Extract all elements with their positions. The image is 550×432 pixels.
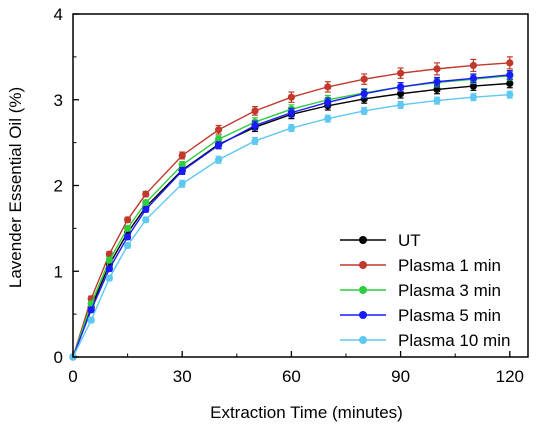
y-tick-label: 1 (54, 262, 63, 281)
data-point (251, 121, 259, 130)
data-point (360, 107, 368, 115)
x-tick-label: 120 (496, 367, 524, 386)
data-point (124, 224, 132, 232)
data-point (433, 97, 441, 105)
data-point (506, 71, 514, 79)
legend-label: Plasma 5 min (398, 306, 501, 325)
data-point (178, 167, 186, 175)
series-2 (69, 56, 514, 361)
data-point (397, 83, 405, 91)
data-point (142, 190, 150, 198)
legend-label: Plasma 10 min (398, 331, 510, 350)
data-point (360, 75, 368, 83)
data-point (105, 256, 113, 264)
data-point (397, 90, 405, 98)
legend-item: UT (340, 231, 421, 250)
data-point (397, 69, 405, 77)
data-point (215, 141, 223, 149)
data-point (469, 82, 477, 90)
legend-item: Plasma 10 min (340, 331, 510, 350)
x-axis-label: Extraction Time (minutes) (210, 403, 403, 422)
y-tick-label: 3 (54, 91, 63, 110)
data-point (178, 151, 186, 160)
data-point (105, 265, 113, 273)
x-tick-label: 30 (173, 367, 192, 386)
series-4 (69, 69, 514, 361)
data-point (251, 107, 259, 115)
data-point (87, 316, 95, 324)
data-point (433, 85, 441, 94)
ticks-layer: 0 30 60 90 120 0 1 2 3 4 (54, 5, 524, 386)
x-tick-label: 60 (282, 367, 301, 386)
data-point (178, 180, 186, 188)
data-point (469, 74, 477, 82)
data-point (506, 59, 514, 67)
data-point (469, 93, 477, 101)
data-point (433, 65, 441, 73)
data-point (87, 306, 95, 314)
legend-marker (359, 311, 367, 319)
legend-item: Plasma 3 min (340, 281, 501, 300)
legend-label: UT (398, 231, 421, 250)
data-point (433, 78, 441, 86)
y-tick-label: 4 (54, 5, 63, 24)
data-point (287, 93, 295, 101)
legend-label: Plasma 3 min (398, 281, 501, 300)
data-point (178, 161, 186, 169)
data-point (397, 101, 405, 109)
data-point (215, 126, 223, 134)
series-layer (69, 56, 514, 361)
data-point (142, 199, 150, 207)
data-point (324, 98, 332, 106)
legend-label: Plasma 1 min (398, 256, 501, 275)
data-point (142, 205, 150, 214)
data-point (215, 135, 223, 143)
data-point (506, 91, 514, 99)
data-point (215, 156, 223, 164)
data-point (251, 137, 259, 145)
y-tick-label: 2 (54, 177, 63, 196)
legend-marker (359, 286, 367, 294)
data-point (324, 83, 332, 91)
x-tick-label: 90 (391, 367, 410, 386)
data-point (124, 216, 132, 224)
data-point (360, 90, 368, 98)
legend-marker (359, 336, 367, 344)
x-tick-label: 0 (68, 367, 77, 386)
legend-item: Plasma 1 min (340, 256, 501, 275)
data-point (506, 79, 514, 88)
data-point (124, 233, 132, 241)
legend: UT Plasma 1 min Plasma 3 min Plasma 5 min Pl… (340, 231, 510, 350)
data-point (287, 124, 295, 132)
legend-item: Plasma 5 min (340, 306, 501, 325)
data-point (469, 61, 477, 70)
data-point (105, 274, 113, 282)
y-axis-label: Lavender Essential Oil (%) (6, 87, 25, 288)
y-tick-label: 0 (54, 348, 63, 367)
data-point (142, 216, 150, 224)
data-point (124, 241, 132, 250)
data-point (287, 109, 295, 117)
legend-marker (359, 236, 367, 244)
data-point (324, 115, 332, 123)
series-5 (69, 90, 514, 361)
legend-marker (359, 261, 367, 269)
